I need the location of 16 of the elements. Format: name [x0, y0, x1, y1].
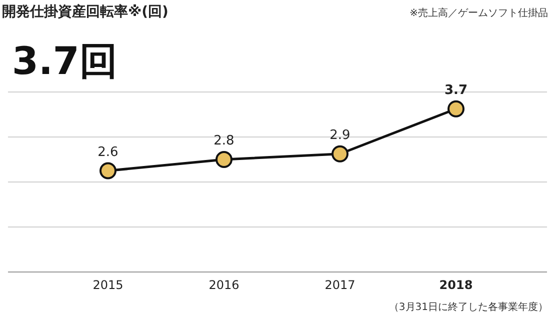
chart-title: 開発仕掛資産回転率※(回): [2, 3, 168, 20]
data-label: 2.6: [98, 144, 118, 160]
x-tick-label: 2016: [208, 278, 240, 292]
x-tick-label: 2017: [324, 278, 356, 292]
x-tick-label: 2015: [92, 278, 124, 292]
point: [216, 151, 232, 168]
point: [448, 100, 464, 118]
text: 3.7回: [12, 39, 118, 83]
x-tick-label: 2018: [439, 278, 473, 292]
text: ※売上高／ゲームソフト仕掛品: [410, 7, 548, 19]
text: （3月31日に終了した各事業年度）: [388, 301, 548, 313]
data-label: 2.9: [330, 128, 350, 143]
data-label: 2.8: [214, 134, 234, 148]
data-label: 3.7: [444, 82, 468, 98]
point: [332, 145, 348, 162]
point: [100, 162, 116, 180]
